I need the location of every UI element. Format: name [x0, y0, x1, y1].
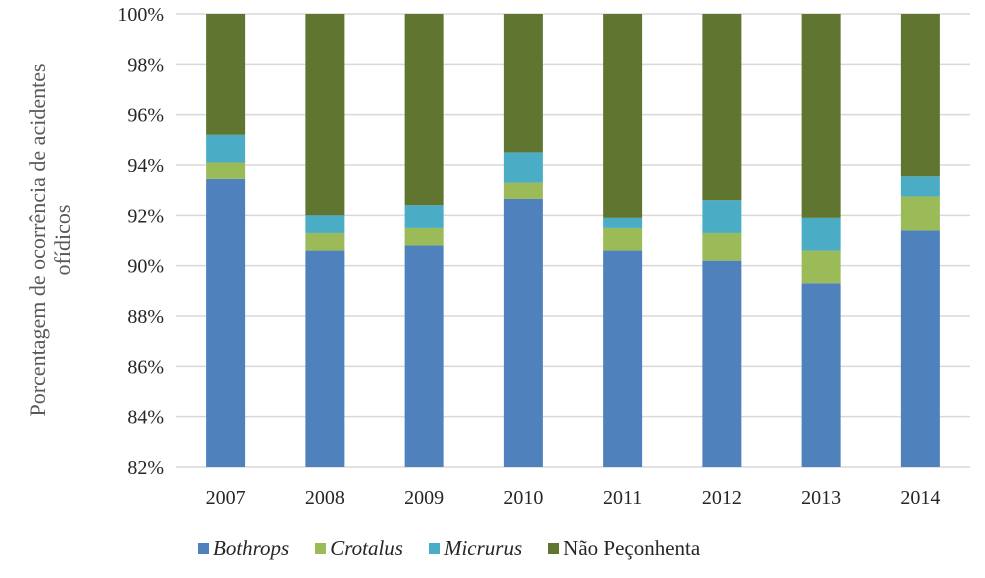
legend-swatch	[428, 543, 440, 554]
bar-segment-n-o-pe-onhenta-2014	[900, 14, 940, 177]
bar-segment-bothrops-2011	[603, 250, 643, 467]
y-tick-label: 98%	[127, 54, 164, 76]
gridlines	[176, 13, 970, 468]
bar-segment-micrurus-2012	[702, 200, 742, 233]
bar-segment-crotalus-2010	[503, 182, 543, 199]
bar-segment-crotalus-2008	[305, 232, 345, 251]
y-tick-label: 92%	[127, 205, 164, 227]
legend-swatch	[315, 543, 327, 554]
legend: Bothrops Crotalus Micrurus Não Peçonhenta	[198, 536, 726, 561]
bar-segment-crotalus-2013	[801, 250, 841, 284]
bar-segment-micrurus-2008	[305, 215, 345, 233]
bar-segment-micrurus-2011	[603, 217, 643, 228]
bar-segment-bothrops-2014	[900, 230, 940, 467]
y-tick-label: 94%	[127, 155, 164, 177]
bar-segment-bothrops-2013	[801, 283, 841, 467]
x-tick-label: 2009	[404, 487, 444, 509]
legend-label: Não Peçonhenta	[563, 536, 701, 560]
bar-segment-n-o-pe-onhenta-2011	[603, 14, 643, 218]
bar-segment-bothrops-2010	[503, 198, 543, 467]
bar-segment-crotalus-2012	[702, 232, 742, 261]
x-tick-label: 2007	[206, 487, 246, 509]
y-axis-ticks: 82% 84% 86% 88% 90% 92% 94% 96% 98% 100%	[117, 4, 164, 479]
y-axis-label-line1: Porcentagem de ocorrência de acidentes	[25, 63, 50, 416]
legend-item: Bothrops	[198, 536, 289, 561]
bar-segment-crotalus-2014	[900, 196, 940, 231]
bar-segment-crotalus-2009	[404, 227, 444, 246]
bar-segment-n-o-pe-onhenta-2007	[206, 14, 246, 135]
legend-swatch	[198, 543, 209, 554]
legend-label: Bothrops	[213, 536, 290, 560]
bar-segment-n-o-pe-onhenta-2009	[404, 14, 444, 206]
x-tick-label: 2008	[305, 487, 345, 509]
bars	[206, 14, 940, 467]
bar-segment-micrurus-2014	[900, 176, 940, 197]
bar-segment-bothrops-2012	[702, 260, 742, 467]
legend-swatch	[548, 543, 560, 554]
bar-segment-bothrops-2008	[305, 250, 345, 467]
x-tick-label: 2010	[503, 487, 543, 509]
y-tick-label: 96%	[127, 105, 164, 127]
bar-segment-n-o-pe-onhenta-2013	[801, 14, 841, 218]
x-tick-label: 2011	[603, 487, 642, 509]
x-tick-label: 2014	[900, 487, 940, 509]
legend-item: Não Peçonhenta	[548, 536, 700, 561]
legend-item: Crotalus	[315, 536, 403, 561]
bar-segment-micrurus-2007	[206, 134, 246, 163]
y-tick-label: 82%	[127, 457, 164, 479]
bar-segment-crotalus-2011	[603, 227, 643, 251]
bar-segment-bothrops-2009	[404, 245, 444, 467]
bar-segment-n-o-pe-onhenta-2008	[305, 14, 345, 216]
bar-segment-n-o-pe-onhenta-2010	[503, 14, 543, 153]
legend-label: Micrurus	[443, 536, 523, 560]
legend-item: Micrurus	[428, 536, 523, 561]
y-tick-label: 84%	[127, 407, 164, 429]
x-tick-label: 2013	[801, 487, 841, 509]
bar-segment-crotalus-2007	[206, 162, 246, 179]
y-tick-label: 90%	[127, 256, 164, 278]
bar-segment-micrurus-2010	[503, 152, 543, 183]
x-tick-label: 2012	[702, 487, 742, 509]
legend-label: Crotalus	[330, 536, 403, 560]
bar-segment-n-o-pe-onhenta-2012	[702, 14, 742, 201]
bar-segment-bothrops-2007	[206, 178, 246, 467]
bar-segment-micrurus-2013	[801, 217, 841, 251]
bar-segment-micrurus-2009	[404, 205, 444, 228]
y-tick-label: 100%	[117, 4, 164, 26]
y-axis-label-line2: ofídicos	[50, 205, 75, 276]
y-tick-label: 86%	[127, 356, 164, 378]
x-axis-ticks: 2007 2008 2009 2010 2011 2012 2013 2014	[206, 487, 941, 509]
y-tick-label: 88%	[127, 306, 164, 328]
